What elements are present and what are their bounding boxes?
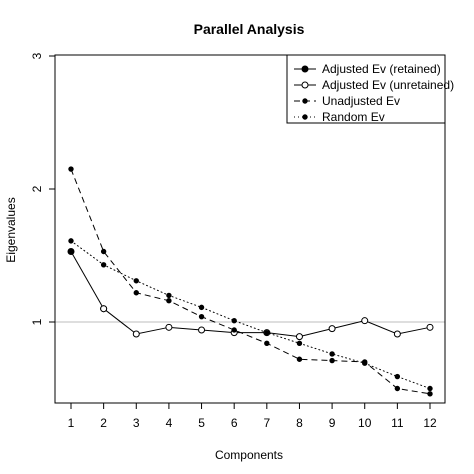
data-point [133,278,139,284]
legend-item: Random Ev [294,110,385,124]
legend-marker-swatch [301,65,309,73]
data-point [133,290,139,296]
data-point [393,330,401,338]
legend-marker-swatch [302,98,308,104]
data-point [166,298,172,304]
y-axis-label: Eigenvalues [4,197,18,262]
series-line-3 [70,168,431,395]
data-point [100,262,107,268]
legend-marker-swatch [301,81,309,89]
x-tick-label: 8 [296,416,303,430]
data-point [296,340,303,346]
x-tick-label: 1 [68,416,75,430]
x-tick-label: 4 [166,416,173,430]
y-tick-label: 3 [30,52,44,59]
legend-item: Unadjusted Ev [294,94,400,108]
series-line-1 [70,251,105,309]
data-point [166,292,172,299]
data-point [68,166,74,172]
data-point [67,248,75,256]
x-tick-label: 9 [329,416,336,430]
data-point [296,356,303,362]
data-point [328,325,336,333]
data-point [100,248,107,255]
data-point [426,323,434,331]
x-axis-label: Components [215,448,283,462]
data-point [198,313,205,320]
data-point [264,340,270,346]
x-tick-label: 5 [198,416,205,430]
chart-title: Parallel Analysis [194,21,305,37]
x-tick-label: 3 [133,416,140,430]
legend-label: Adjusted Ev (retained) [322,62,441,76]
data-point [361,317,369,325]
data-point [427,391,433,397]
data-point [329,351,335,357]
data-point [295,333,303,341]
data-point [198,304,205,311]
series-4 [68,238,433,392]
x-tick-label: 6 [231,416,238,430]
x-tick-label: 12 [423,416,437,430]
legend-label: Random Ev [322,110,385,124]
legend-label: Adjusted Ev (unretained) [322,78,454,92]
data-point [329,357,335,364]
series-line-4 [70,240,431,389]
legend: Adjusted Ev (retained) Adjusted Ev (unret… [286,54,454,124]
legend-box [286,54,446,124]
data-point [231,327,237,333]
data-point [231,317,237,324]
y-tick-label: 2 [30,185,44,192]
data-point [198,326,206,334]
plot-frame [54,54,446,404]
x-tick-label: 10 [358,416,372,430]
x-tick-label: 7 [263,416,270,430]
x-tick-label: 11 [391,416,404,430]
x-tick-label: 2 [100,416,107,430]
data-point [264,329,270,336]
data-point [100,305,108,313]
data-point [362,360,368,366]
data-point [165,323,173,331]
legend-marker-swatch [302,114,308,120]
legend-label: Unadjusted Ev [322,94,400,108]
data-point [427,385,433,392]
data-point [394,373,401,380]
data-point [68,238,74,244]
series-layer [67,166,434,397]
legend-item: Adjusted Ev (unretained) [294,78,454,92]
legend-item: Adjusted Ev (retained) [294,62,441,76]
y-tick-label: 1 [30,318,44,325]
data-point [132,330,140,338]
data-point [394,385,401,392]
